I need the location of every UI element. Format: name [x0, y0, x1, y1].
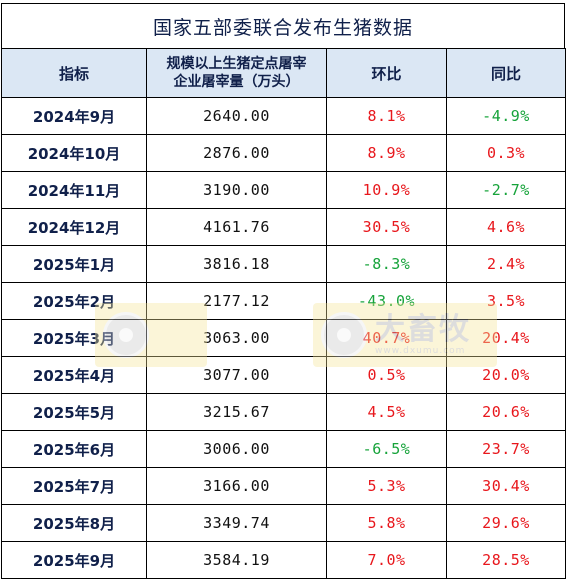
- row-mom: -8.3%: [326, 245, 447, 283]
- header-mom: 环比: [326, 48, 447, 98]
- header-slaughter-line1: 规模以上生猪定点屠宰: [166, 56, 307, 72]
- table-row: 2024年11月 3190.00 10.9% -2.7%: [1, 171, 566, 209]
- row-month: 2025年8月: [1, 504, 147, 542]
- pig-data-table: 指标 规模以上生猪定点屠宰 企业屠宰量（万头） 环比 同比 2024年9月 264…: [1, 48, 566, 579]
- table-row: 2025年1月 3816.18 -8.3% 2.4%: [1, 245, 566, 283]
- row-yoy: 30.4%: [446, 467, 566, 505]
- row-slaughter-volume: 3816.18: [146, 245, 327, 283]
- row-mom: 0.5%: [326, 356, 447, 394]
- header-row: 指标 规模以上生猪定点屠宰 企业屠宰量（万头） 环比 同比: [1, 48, 566, 98]
- row-mom: -43.0%: [326, 282, 447, 320]
- row-yoy: 2.4%: [446, 245, 566, 283]
- row-slaughter-volume: 3063.00: [146, 319, 327, 357]
- row-yoy: 3.5%: [446, 282, 566, 320]
- row-slaughter-volume: 4161.76: [146, 208, 327, 246]
- row-month: 2025年3月: [1, 319, 147, 357]
- row-yoy: 20.6%: [446, 393, 566, 431]
- table-row: 2025年8月 3349.74 5.8% 29.6%: [1, 504, 566, 542]
- row-month: 2025年2月: [1, 282, 147, 320]
- row-month: 2024年11月: [1, 171, 147, 209]
- row-slaughter-volume: 3584.19: [146, 541, 327, 579]
- table-row: 2025年7月 3166.00 5.3% 30.4%: [1, 467, 566, 505]
- row-mom: 8.1%: [326, 97, 447, 135]
- header-indicator: 指标: [1, 48, 147, 98]
- row-yoy: 20.0%: [446, 356, 566, 394]
- table-row: 2025年2月 2177.12 -43.0% 3.5%: [1, 282, 566, 320]
- table-row: 2024年10月 2876.00 8.9% 0.3%: [1, 134, 566, 172]
- row-mom: 5.3%: [326, 467, 447, 505]
- row-month: 2024年9月: [1, 97, 147, 135]
- row-slaughter-volume: 2177.12: [146, 282, 327, 320]
- row-slaughter-volume: 3006.00: [146, 430, 327, 468]
- row-month: 2025年7月: [1, 467, 147, 505]
- row-mom: 4.5%: [326, 393, 447, 431]
- table-row: 2025年4月 3077.00 0.5% 20.0%: [1, 356, 566, 394]
- row-yoy: -2.7%: [446, 171, 566, 209]
- row-slaughter-volume: 3190.00: [146, 171, 327, 209]
- row-yoy: 28.5%: [446, 541, 566, 579]
- data-sheet: 国家五部委联合发布生猪数据 指标 规模以上生猪定点屠宰 企业屠宰量（万头） 环比…: [1, 3, 566, 579]
- row-month: 2024年10月: [1, 134, 147, 172]
- row-yoy: -4.9%: [446, 97, 566, 135]
- row-slaughter-volume: 3166.00: [146, 467, 327, 505]
- table-row: 2025年6月 3006.00 -6.5% 23.7%: [1, 430, 566, 468]
- row-mom: 8.9%: [326, 134, 447, 172]
- row-month: 2024年12月: [1, 208, 147, 246]
- table-row: 2024年12月 4161.76 30.5% 4.6%: [1, 208, 566, 246]
- row-month: 2025年6月: [1, 430, 147, 468]
- row-yoy: 23.7%: [446, 430, 566, 468]
- row-slaughter-volume: 2640.00: [146, 97, 327, 135]
- table-row: 2024年9月 2640.00 8.1% -4.9%: [1, 97, 566, 135]
- header-slaughter-volume: 规模以上生猪定点屠宰 企业屠宰量（万头）: [146, 48, 327, 98]
- row-month: 2025年1月: [1, 245, 147, 283]
- row-yoy: 0.3%: [446, 134, 566, 172]
- table-body: 2024年9月 2640.00 8.1% -4.9% 2024年10月 2876.00 8.…: [1, 97, 566, 579]
- row-slaughter-volume: 2876.00: [146, 134, 327, 172]
- row-month: 2025年9月: [1, 541, 147, 579]
- row-mom: 10.9%: [326, 171, 447, 209]
- row-yoy: 29.6%: [446, 504, 566, 542]
- row-mom: 5.8%: [326, 504, 447, 542]
- table-row: 2025年9月 3584.19 7.0% 28.5%: [1, 541, 566, 579]
- row-slaughter-volume: 3077.00: [146, 356, 327, 394]
- table-row: 2025年3月 3063.00 40.7% 20.4%: [1, 319, 566, 357]
- row-yoy: 4.6%: [446, 208, 566, 246]
- row-yoy: 20.4%: [446, 319, 566, 357]
- row-mom: 7.0%: [326, 541, 447, 579]
- row-mom: 40.7%: [326, 319, 447, 357]
- header-yoy: 同比: [446, 48, 566, 98]
- table-row: 2025年5月 3215.67 4.5% 20.6%: [1, 393, 566, 431]
- row-mom: -6.5%: [326, 430, 447, 468]
- header-slaughter-line2: 企业屠宰量（万头）: [173, 74, 300, 90]
- row-slaughter-volume: 3349.74: [146, 504, 327, 542]
- row-month: 2025年4月: [1, 356, 147, 394]
- row-month: 2025年5月: [1, 393, 147, 431]
- row-mom: 30.5%: [326, 208, 447, 246]
- sheet-title: 国家五部委联合发布生猪数据: [1, 3, 565, 48]
- row-slaughter-volume: 3215.67: [146, 393, 327, 431]
